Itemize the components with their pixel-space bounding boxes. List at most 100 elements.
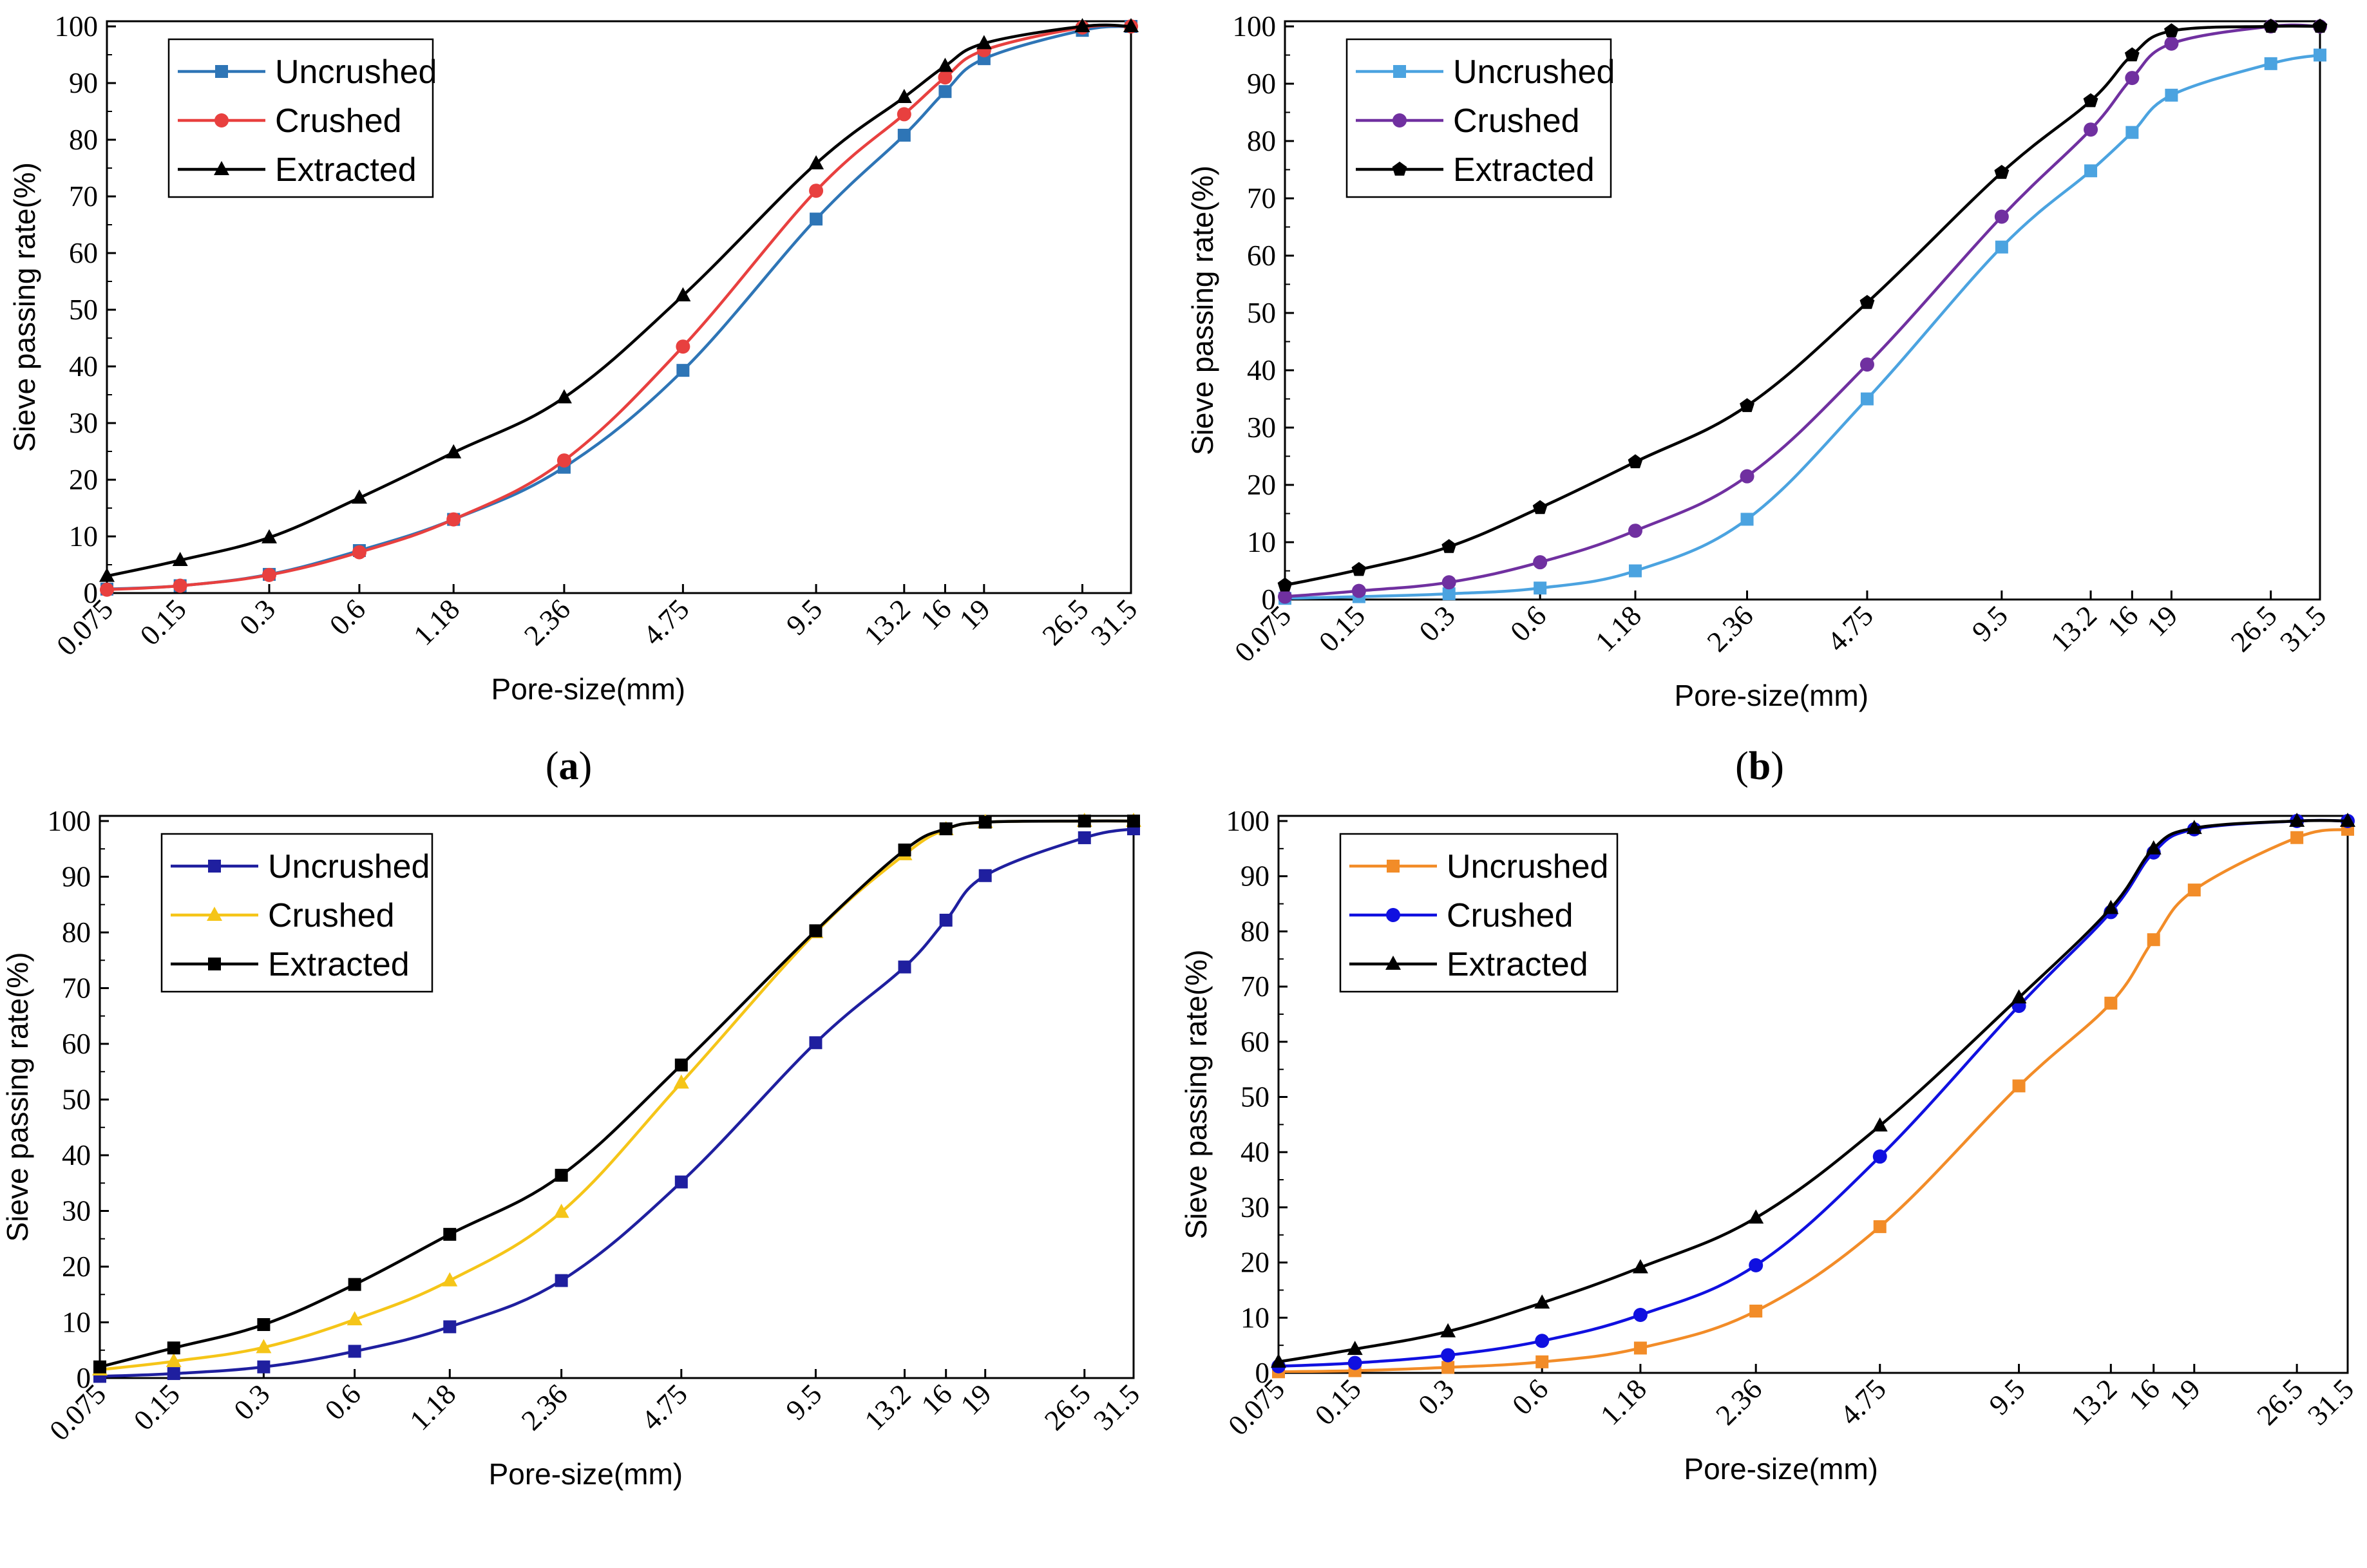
data-point-uncrushed bbox=[2187, 883, 2201, 897]
data-point-crushed bbox=[2125, 71, 2140, 86]
data-point-uncrushed bbox=[167, 1367, 180, 1381]
x-tick-label: 2.36 bbox=[515, 1378, 574, 1437]
data-point-extracted bbox=[2124, 47, 2140, 62]
x-tick-label: 2.36 bbox=[1709, 1373, 1768, 1431]
y-tick-label: 80 bbox=[1247, 125, 1276, 157]
data-point-extracted bbox=[555, 1169, 568, 1182]
data-point-extracted bbox=[1440, 1323, 1456, 1337]
x-tick-label: 19 bbox=[2140, 600, 2183, 643]
legend-label: Uncrushed bbox=[1453, 53, 1615, 91]
x-tick-label: 0.15 bbox=[1313, 600, 1371, 658]
x-tick-label: 1.18 bbox=[407, 593, 466, 652]
y-tick-label: 10 bbox=[69, 520, 98, 553]
data-point-extracted bbox=[674, 1058, 688, 1072]
y-tick-label: 20 bbox=[62, 1251, 91, 1283]
legend-label: Crushed bbox=[268, 897, 395, 934]
legend-label: Crushed bbox=[275, 102, 402, 140]
series-extracted bbox=[93, 815, 1140, 1374]
x-tick-label: 16 bbox=[2101, 600, 2144, 643]
data-point-crushed bbox=[1740, 469, 1754, 484]
x-tick-label: 9.5 bbox=[780, 593, 828, 641]
x-tick-label: 16 bbox=[915, 1378, 958, 1421]
data-point-extracted bbox=[937, 57, 953, 72]
data-point-extracted bbox=[172, 551, 188, 566]
data-point-uncrushed bbox=[2264, 57, 2277, 70]
data-point-crushed bbox=[1441, 1348, 1456, 1363]
x-tick-label: 19 bbox=[953, 593, 996, 636]
x-axis-title: Pore-size(mm) bbox=[489, 1457, 683, 1491]
legend-swatch-marker bbox=[214, 113, 229, 128]
data-point-crushed bbox=[166, 1353, 182, 1368]
legend-label: Uncrushed bbox=[1447, 848, 1608, 885]
x-tick-label: 26.5 bbox=[2225, 600, 2283, 658]
y-tick-label: 70 bbox=[1241, 970, 1269, 1003]
data-point-crushed bbox=[938, 70, 953, 85]
y-tick-label: 40 bbox=[62, 1139, 91, 1171]
y-tick-label: 10 bbox=[1247, 526, 1276, 558]
data-point-extracted bbox=[93, 1360, 106, 1374]
legend-label: Crushed bbox=[1447, 897, 1573, 934]
data-point-crushed bbox=[262, 567, 277, 582]
legend-swatch-marker bbox=[1393, 113, 1407, 128]
x-tick-label: 19 bbox=[2163, 1373, 2207, 1416]
y-axis-title: Sieve passing rate(%) bbox=[1179, 950, 1213, 1240]
x-tick-label: 0.6 bbox=[1504, 600, 1552, 648]
data-point-extracted bbox=[1123, 18, 1139, 32]
x-tick-label: 31.5 bbox=[2274, 600, 2332, 658]
y-tick-label: 0 bbox=[77, 1362, 91, 1394]
y-tick-label: 10 bbox=[1241, 1301, 1269, 1334]
x-tick-label: 13.2 bbox=[2044, 600, 2103, 658]
data-point-crushed bbox=[1533, 555, 1548, 570]
x-tick-label: 4.75 bbox=[636, 593, 695, 652]
data-point-extracted bbox=[556, 389, 572, 404]
data-point-crushed bbox=[100, 582, 114, 597]
y-tick-label: 80 bbox=[69, 124, 98, 156]
series-extracted bbox=[99, 18, 1139, 582]
data-point-extracted bbox=[1441, 539, 1457, 553]
series-line-uncrushed bbox=[100, 827, 1134, 1378]
data-point-uncrushed bbox=[938, 85, 952, 99]
legend-label: Crushed bbox=[1453, 102, 1580, 140]
data-point-extracted bbox=[257, 1318, 271, 1331]
data-point-extracted bbox=[898, 843, 911, 856]
series-line-extracted bbox=[1279, 818, 2348, 1364]
x-tick-label: 31.5 bbox=[1087, 1378, 1146, 1437]
data-point-uncrushed bbox=[1441, 1361, 1455, 1374]
y-tick-label: 20 bbox=[1247, 469, 1276, 501]
data-point-extracted bbox=[1351, 562, 1367, 576]
data-point-uncrushed bbox=[674, 1175, 688, 1189]
data-point-extracted bbox=[1534, 1294, 1550, 1309]
series-line-crushed bbox=[1285, 23, 2321, 598]
x-tick-label: 0.3 bbox=[1413, 600, 1461, 648]
data-point-crushed bbox=[676, 339, 690, 354]
x-tick-label: 2.36 bbox=[518, 593, 576, 652]
y-tick-label: 60 bbox=[62, 1028, 91, 1060]
data-point-extracted bbox=[1532, 500, 1548, 515]
series-crushed bbox=[1278, 19, 2327, 604]
data-point-uncrushed bbox=[1628, 564, 1642, 578]
y-tick-label: 50 bbox=[1247, 297, 1276, 329]
x-axis-title: Pore-size(mm) bbox=[1684, 1452, 1878, 1486]
data-point-extracted bbox=[1872, 1117, 1888, 1132]
x-tick-label: 4.75 bbox=[635, 1378, 694, 1437]
y-tick-label: 100 bbox=[1226, 805, 1270, 837]
legend-swatch-marker bbox=[208, 860, 221, 873]
x-axis-title: Pore-size(mm) bbox=[491, 672, 686, 706]
y-tick-label: 100 bbox=[55, 10, 99, 43]
x-tick-label: 26.5 bbox=[2250, 1373, 2309, 1431]
y-tick-label: 30 bbox=[62, 1195, 91, 1227]
panel-label-a: (a) bbox=[546, 744, 592, 788]
x-tick-label: 26.5 bbox=[1038, 1378, 1097, 1437]
legend-swatch-marker bbox=[1393, 65, 1406, 78]
data-point-extracted bbox=[2164, 23, 2179, 37]
x-tick-label: 13.2 bbox=[859, 1378, 917, 1437]
y-tick-label: 70 bbox=[69, 180, 98, 213]
data-point-extracted bbox=[2103, 900, 2119, 914]
data-point-crushed bbox=[1872, 1149, 1887, 1164]
data-point-crushed bbox=[1859, 357, 1874, 372]
data-point-extracted bbox=[167, 1341, 180, 1355]
data-point-uncrushed bbox=[1633, 1341, 1647, 1355]
